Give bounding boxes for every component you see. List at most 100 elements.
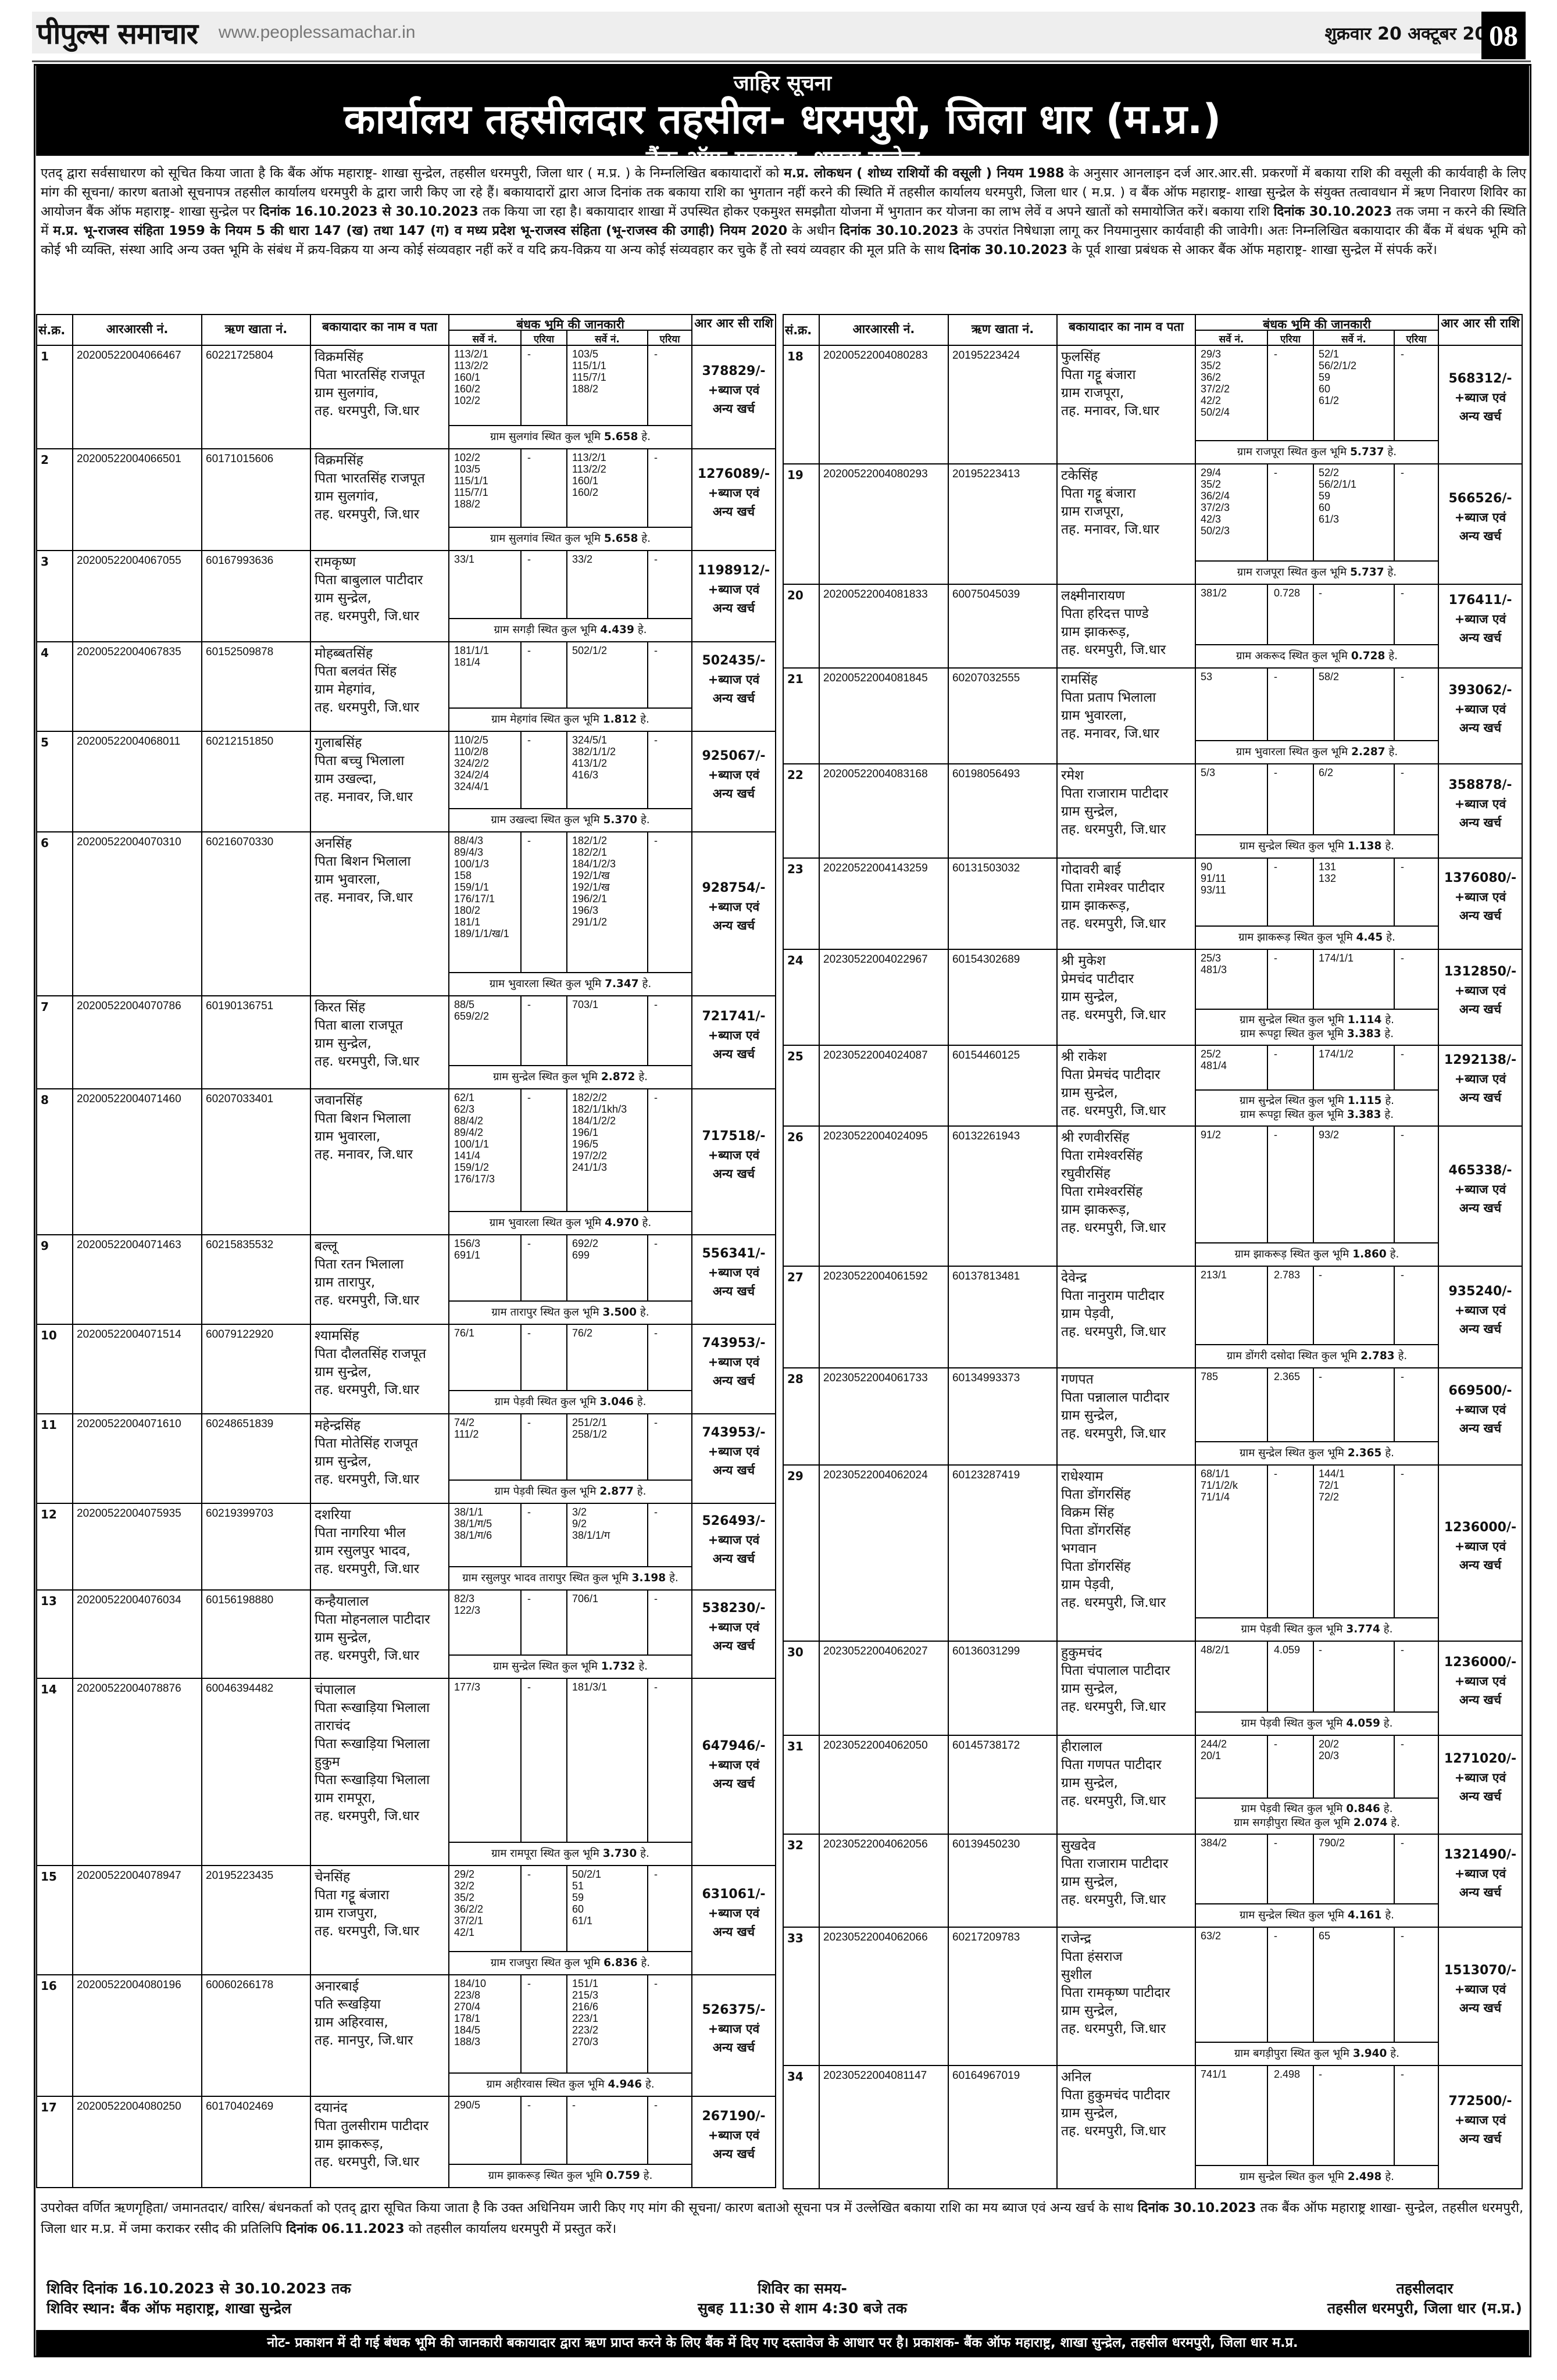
amount-suffix: +ब्याज एवं — [1454, 1303, 1506, 1317]
land-summary: ग्राम अहीरवास स्थित कुल भूमि 4.946 हे. — [449, 2074, 692, 2097]
defaulter-name-address: हीरालाल पिता गणपत पाटीदार ग्राम सुन्द्रेल,… — [1058, 1736, 1196, 1835]
survey-number: 159/1/2 — [454, 1162, 490, 1173]
table-row: 11 20200522004071610 60248651839 महेन्द्रसि… — [37, 1414, 776, 1504]
survey-number: 37/2/2 — [1201, 383, 1230, 395]
land-summary-line: ग्राम पेड़वी स्थित कुल भूमि 2.877 हे. — [451, 1485, 690, 1499]
survey-number: 110/2/5 — [454, 734, 488, 746]
amount-suffix: अन्य खर्च — [1459, 631, 1502, 645]
land-summary: ग्राम भुवारला स्थित कुल भूमि 7.347 हे. — [449, 973, 692, 996]
name-address-line: तह. धरमपुरी, जि.धार — [315, 1924, 420, 1939]
loan-account-number: 60154302689 — [949, 950, 1058, 1046]
area-1: - — [522, 1975, 567, 2074]
survey-number: 65 — [1319, 1930, 1331, 1942]
survey-number: 88/4/3 — [454, 835, 484, 846]
label: हे. — [1383, 1803, 1393, 1815]
name-address-line: तह. मनावर, जि.धार — [1061, 403, 1160, 419]
name-address-line: पिता हंसराज — [1061, 1949, 1123, 1964]
loan-account-number: 60215835532 — [202, 1235, 311, 1325]
village-name: अहीरवास — [505, 2078, 542, 2090]
emphasis-text: दिनांक 30.10.2023 — [1137, 2200, 1256, 2215]
name-address-line: रामसिंह — [1061, 672, 1098, 687]
label: हे. — [1385, 1447, 1395, 1459]
rrc-amount: 568312/- +ब्याज एवं अन्य खर्च — [1439, 346, 1523, 464]
defaulter-name-address: रमेश पिता राजाराम पाटीदार ग्राम सुन्द्रेल,… — [1058, 764, 1196, 859]
amount-suffix: +ब्याज एवं — [708, 673, 760, 687]
rrc-number: 20230522004062056 — [820, 1835, 949, 1928]
village-name: अकरूद — [1255, 650, 1285, 662]
header-area: एरिया — [1268, 331, 1314, 346]
survey-number: 184/5 — [454, 2024, 481, 2036]
survey-number: 196/3 — [572, 905, 599, 916]
name-address-line: पिता बिशन भिलाला — [315, 1111, 411, 1126]
label: हे. — [669, 1572, 678, 1584]
rrc-number: 20200522004081845 — [820, 669, 949, 764]
survey-number: 184/1/2/3 — [572, 858, 616, 870]
emphasis-text: दिनांक 16.10.2023 से 30.10.2023 — [259, 204, 478, 219]
survey-numbers-2: 692/2 699 — [567, 1235, 648, 1302]
emphasis-text: म.प्र. भू-राजस्व संहिता 1959 के नियम 5 क… — [53, 223, 788, 238]
area-1: - — [522, 1504, 567, 1567]
name-address-line: पिता भारतसिंह राजपूत — [315, 367, 425, 383]
amount-suffix: अन्य खर्च — [1459, 2001, 1502, 2015]
rrc-amount: 1312850/- +ब्याज एवं अन्य खर्च — [1439, 950, 1523, 1046]
label: ग्राम — [491, 1847, 507, 1860]
survey-numbers-1: 156/3 691/1 — [449, 1235, 522, 1302]
camp-place: शिविर स्थान: बैंक ऑफ महाराष्ट्र, शाखा सु… — [47, 2300, 291, 2317]
name-address-line: राधेश्याम — [1061, 1469, 1104, 1484]
label: हे. — [637, 624, 647, 636]
text-segment: को तहसील कार्यालय धरमपुरी में प्रस्तुत क… — [404, 2221, 617, 2236]
survey-number: 188/3 — [454, 2036, 481, 2047]
area-1: - — [1268, 346, 1314, 441]
amount-suffix: अन्य खर्च — [712, 1925, 755, 1939]
rrc-number: 20200522004076034 — [73, 1591, 202, 1679]
survey-numbers-1: 110/2/5 110/2/8 324/2/2 324/2/4 324/4/1 — [449, 732, 522, 809]
table-row: 14 20200522004078876 60046394482 चंपालाल पित… — [37, 1679, 776, 1866]
serial-number: 33 — [784, 1928, 820, 2066]
amount-suffix: +ब्याज एवं — [1454, 1071, 1506, 1086]
amount-suffix: +ब्याज एवं — [708, 767, 760, 782]
name-address-line: पिता बिशन भिलाला — [315, 854, 411, 869]
emphasis-text: दिनांक 30.10.2023 — [1273, 204, 1392, 219]
survey-number: 62/1 — [454, 1092, 475, 1103]
label: स्थित कुल भूमि — [1285, 1095, 1344, 1107]
website-url[interactable]: www.peoplessamachar.in — [218, 23, 416, 42]
survey-number: 215/3 — [572, 1989, 599, 2001]
label: हे. — [640, 1306, 649, 1318]
label: हे. — [645, 2078, 655, 2090]
amount-suffix: अन्य खर्च — [1459, 720, 1502, 735]
survey-number: 192/1/ख — [572, 870, 610, 881]
total-area: 2.365 — [1347, 1447, 1382, 1459]
total-area: 3.774 — [1346, 1623, 1380, 1635]
area-2: - — [648, 449, 692, 528]
rrc-amount: 556341/- +ब्याज एवं अन्य खर्च — [692, 1235, 776, 1325]
area-2: - — [648, 551, 692, 619]
land-summary-line: ग्राम पेड़वी स्थित कुल भूमि 3.046 हे. — [451, 1395, 690, 1409]
rrc-number: 20200522004068011 — [73, 732, 202, 832]
survey-number: 115/7/1 — [572, 371, 606, 383]
survey-number: 48/2/1 — [1201, 1644, 1230, 1656]
area-1: - — [1268, 1928, 1314, 2043]
survey-number: 3/2 — [572, 1506, 587, 1518]
area-2: - — [648, 1414, 692, 1481]
label: हे. — [1390, 2047, 1399, 2060]
area-1: - — [522, 2097, 567, 2165]
header-survey: सर्वे नं. — [567, 331, 648, 346]
survey-number: 88/5 — [454, 999, 475, 1010]
amount-suffix: +ब्याज एवं — [708, 1028, 760, 1042]
survey-numbers-2: 174/1/1 — [1314, 950, 1395, 1010]
amount-suffix: अन्य खर्च — [1459, 1421, 1502, 1435]
label: ग्राम — [494, 1485, 510, 1498]
table-row: 3 20200522004067055 60167993636 रामकृष्ण पित… — [37, 551, 776, 642]
survey-number: 182/2/2 — [572, 1092, 608, 1103]
land-summary: ग्राम भुवारला स्थित कुल भूमि 4.970 हे. — [449, 1212, 692, 1235]
label: स्थित कुल भूमि — [538, 624, 597, 636]
area-2: - — [648, 2097, 692, 2165]
survey-numbers-2: 251/2/1 258/1/2 — [567, 1414, 648, 1481]
survey-numbers-2: 131 132 — [1314, 859, 1395, 927]
total-area: 2.783 — [1360, 1350, 1395, 1362]
village-name: पेड़वी — [1259, 1717, 1281, 1729]
village-name: पेड़वी — [1259, 1623, 1281, 1635]
label: हे. — [1385, 840, 1395, 852]
survey-number: 196/5 — [572, 1138, 599, 1150]
loan-account-number: 60221725804 — [202, 346, 311, 449]
